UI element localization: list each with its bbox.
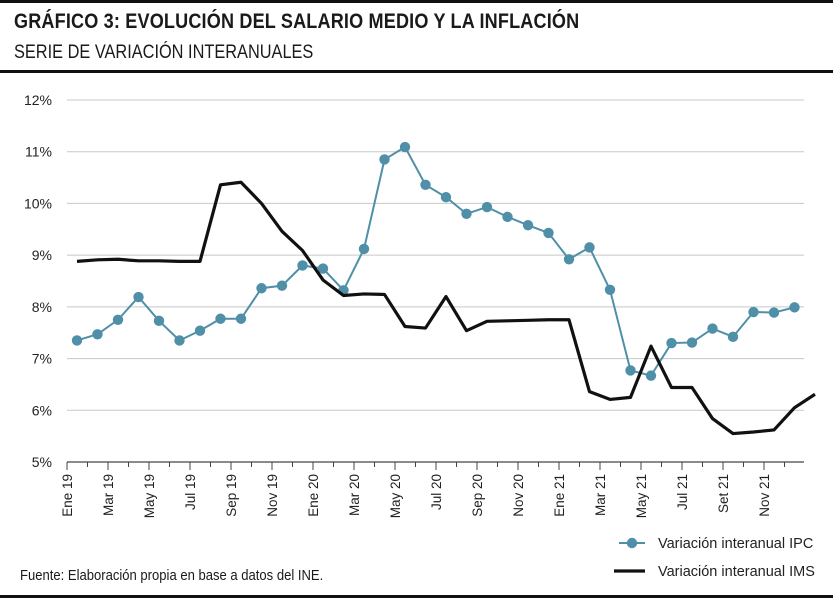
y-tick-label: 8% xyxy=(32,299,52,315)
series-line-ims xyxy=(76,180,816,436)
y-tick-label: 12% xyxy=(24,92,52,108)
x-tick-label: May 20 xyxy=(388,474,403,518)
data-point-ipc xyxy=(686,337,698,348)
data-point-ipc xyxy=(256,283,267,294)
data-point-ipc xyxy=(604,284,616,295)
data-point-ipc xyxy=(420,179,431,191)
x-tick-label: Jul 20 xyxy=(429,474,444,510)
x-tick-label: Nov 20 xyxy=(511,474,526,517)
data-point-ipc xyxy=(584,242,595,253)
data-point-ipc xyxy=(174,335,185,346)
data-point-ipc xyxy=(112,314,124,325)
header-rule xyxy=(0,70,833,73)
data-point-ipc xyxy=(358,243,370,255)
x-tick-label: Mar 20 xyxy=(347,474,362,516)
data-point-ipc xyxy=(399,141,411,153)
data-point-ipc xyxy=(215,313,226,324)
data-point-ipc xyxy=(481,201,493,213)
x-tick-label: Ene 20 xyxy=(306,474,321,517)
y-tick-label: 7% xyxy=(32,351,52,367)
data-point-ipc xyxy=(502,211,513,223)
data-point-ipc xyxy=(379,154,390,165)
x-tick-label: May 21 xyxy=(634,474,649,518)
data-point-ipc xyxy=(461,208,472,219)
x-tick-label: Mar 19 xyxy=(101,474,116,516)
data-point-ipc xyxy=(748,306,759,318)
data-point-ipc xyxy=(440,192,452,203)
data-point-ipc xyxy=(71,335,83,346)
y-tick-label: 9% xyxy=(32,247,52,263)
x-tick-label: Mar 21 xyxy=(593,474,608,516)
data-point-ipc xyxy=(317,263,329,274)
chart-subtitle: SERIE DE VARIACIÓN INTERANUALES xyxy=(14,42,314,63)
x-tick-label: Set 21 xyxy=(716,474,731,513)
y-tick-label: 10% xyxy=(24,195,52,211)
x-tick-label: Sep 19 xyxy=(224,474,239,517)
data-point-ipc xyxy=(727,331,739,343)
y-tick-label: 5% xyxy=(32,454,52,470)
data-point-ipc xyxy=(666,337,677,349)
x-tick-label: Ene 21 xyxy=(552,474,567,517)
legend-label-ims: Variación interanual IMS xyxy=(658,564,815,580)
data-point-ipc xyxy=(563,254,575,265)
data-point-ipc xyxy=(235,313,247,324)
x-tick-label: Nov 19 xyxy=(265,474,280,517)
data-point-ipc xyxy=(92,329,103,340)
data-point-ipc xyxy=(276,280,288,291)
x-tick-label: Jul 19 xyxy=(183,474,198,510)
x-tick-label: May 19 xyxy=(142,474,157,518)
legend-label-ipc: Variación interanual IPC xyxy=(658,536,813,552)
x-tick-label: Jul 21 xyxy=(675,474,690,510)
data-point-ipc xyxy=(625,365,636,376)
data-point-ipc xyxy=(194,325,206,336)
data-point-ipc xyxy=(543,227,554,239)
data-point-ipc xyxy=(297,260,308,271)
top-rule xyxy=(0,0,833,3)
bottom-rule xyxy=(0,595,833,598)
data-point-ipc xyxy=(645,370,657,381)
source-note: Fuente: Elaboración propia en base a dat… xyxy=(20,568,324,584)
x-tick-label: Ene 19 xyxy=(60,474,75,517)
legend-marker-ipc xyxy=(626,537,638,549)
y-tick-label: 11% xyxy=(25,144,52,160)
x-tick-label: Sep 20 xyxy=(470,474,485,517)
data-point-ipc xyxy=(768,307,780,318)
data-point-ipc xyxy=(522,219,534,231)
x-tick-label: Nov 21 xyxy=(757,474,772,517)
data-point-ipc xyxy=(707,323,718,334)
data-point-ipc xyxy=(133,291,144,303)
data-point-ipc xyxy=(153,315,165,327)
chart-title: GRÁFICO 3: EVOLUCIÓN DEL SALARIO MEDIO Y… xyxy=(14,10,580,33)
data-point-ipc xyxy=(789,302,800,313)
y-tick-label: 6% xyxy=(32,402,52,418)
